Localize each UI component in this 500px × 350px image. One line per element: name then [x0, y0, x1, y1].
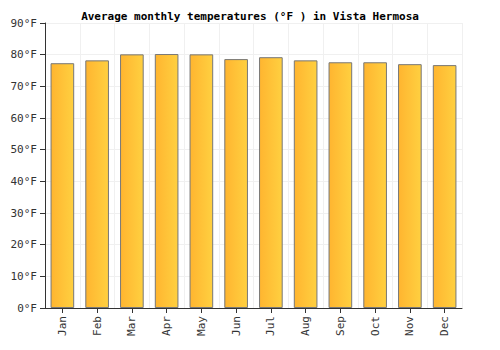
svg-text:Sep: Sep	[334, 316, 347, 336]
svg-text:Jun: Jun	[230, 316, 243, 336]
svg-text:May: May	[195, 316, 208, 336]
svg-text:Jul: Jul	[264, 316, 277, 336]
svg-text:10°F: 10°F	[11, 270, 38, 283]
svg-text:Dec: Dec	[438, 316, 451, 336]
svg-text:90°F: 90°F	[11, 17, 38, 30]
svg-text:Aug: Aug	[299, 316, 312, 336]
svg-text:40°F: 40°F	[11, 175, 38, 188]
svg-text:30°F: 30°F	[11, 207, 38, 220]
svg-text:20°F: 20°F	[11, 238, 38, 251]
svg-text:Mar: Mar	[125, 316, 138, 336]
svg-text:Nov: Nov	[403, 316, 416, 336]
svg-text:Apr: Apr	[160, 316, 173, 336]
svg-text:50°F: 50°F	[11, 143, 38, 156]
svg-text:Feb: Feb	[91, 316, 104, 336]
svg-text:Average monthly temperatures (: Average monthly temperatures (°F ) in Vi…	[81, 10, 419, 23]
svg-text:Jan: Jan	[56, 316, 69, 336]
svg-text:60°F: 60°F	[11, 112, 38, 125]
svg-text:0°F: 0°F	[17, 302, 37, 315]
svg-text:Oct: Oct	[369, 316, 382, 336]
svg-text:80°F: 80°F	[11, 48, 38, 61]
svg-text:70°F: 70°F	[11, 80, 38, 93]
